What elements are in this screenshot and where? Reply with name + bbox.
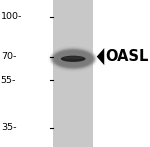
Ellipse shape bbox=[54, 51, 92, 67]
Ellipse shape bbox=[54, 51, 92, 67]
Ellipse shape bbox=[54, 50, 93, 67]
Ellipse shape bbox=[56, 52, 91, 66]
Ellipse shape bbox=[52, 49, 94, 69]
Ellipse shape bbox=[52, 49, 94, 69]
Ellipse shape bbox=[50, 48, 96, 70]
Text: 100-: 100- bbox=[1, 12, 22, 21]
Ellipse shape bbox=[50, 47, 97, 70]
Text: 35-: 35- bbox=[1, 123, 16, 132]
Ellipse shape bbox=[56, 52, 90, 65]
Ellipse shape bbox=[51, 49, 95, 69]
Ellipse shape bbox=[56, 52, 91, 66]
Polygon shape bbox=[97, 48, 104, 65]
Ellipse shape bbox=[56, 52, 90, 65]
Bar bbox=[53, 0, 93, 147]
Ellipse shape bbox=[51, 48, 96, 70]
Ellipse shape bbox=[55, 51, 91, 66]
Ellipse shape bbox=[63, 56, 83, 59]
Text: 70-: 70- bbox=[1, 52, 16, 61]
Ellipse shape bbox=[57, 53, 90, 65]
Text: OASL: OASL bbox=[106, 49, 149, 64]
Ellipse shape bbox=[53, 50, 93, 68]
Ellipse shape bbox=[50, 48, 96, 70]
Ellipse shape bbox=[61, 56, 86, 62]
Ellipse shape bbox=[53, 50, 93, 68]
Ellipse shape bbox=[54, 50, 93, 67]
Ellipse shape bbox=[55, 51, 92, 66]
Ellipse shape bbox=[52, 49, 95, 69]
Text: 55-: 55- bbox=[1, 76, 16, 85]
Ellipse shape bbox=[52, 49, 94, 68]
Ellipse shape bbox=[51, 48, 96, 70]
Ellipse shape bbox=[51, 48, 95, 69]
Ellipse shape bbox=[55, 51, 92, 67]
Ellipse shape bbox=[53, 50, 94, 68]
Ellipse shape bbox=[53, 50, 93, 68]
Ellipse shape bbox=[56, 52, 90, 66]
